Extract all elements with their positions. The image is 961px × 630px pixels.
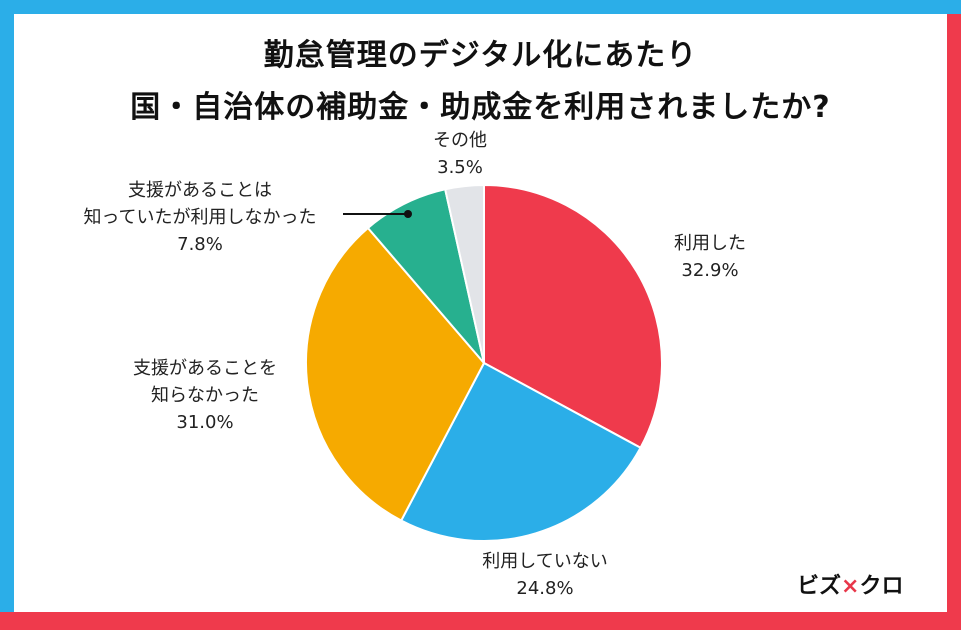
label-other-value: 3.5%	[437, 157, 483, 178]
pie-slice-2	[305, 226, 486, 522]
label-knew-not-used-line-2: 知っていたが利用しなかった	[83, 207, 317, 228]
brand-logo: ビズ×クロ	[797, 568, 903, 600]
label-used-name: 利用した	[674, 233, 746, 254]
label-other-name: その他	[433, 130, 487, 151]
label-not-used-name: 利用していない	[482, 551, 608, 572]
label-knew-not-used: 支援があることは 知っていたが利用しなかった 7.8%	[60, 177, 340, 258]
label-did-not-know-line-1: 支援があることを	[133, 358, 277, 379]
label-not-used: 利用していない 24.8%	[455, 548, 635, 602]
pie-slice-4	[443, 183, 485, 364]
pie-slice-0	[483, 183, 663, 450]
pie-chart	[305, 183, 663, 542]
label-knew-not-used-value: 7.8%	[177, 234, 223, 255]
label-did-not-know-line-2: 知らなかった	[151, 385, 259, 406]
chart-title-line-1: 勤怠管理のデジタル化にあたり	[263, 38, 698, 73]
label-used: 利用した 32.9%	[640, 230, 780, 284]
leader-dot	[404, 210, 412, 218]
brand-logo-suffix: クロ	[859, 574, 904, 599]
label-did-not-know: 支援があることを 知らなかった 31.0%	[110, 355, 300, 436]
brand-logo-prefix: ビズ	[797, 574, 842, 599]
label-used-value: 32.9%	[681, 260, 739, 281]
frame-corner-bottom-left	[0, 598, 14, 612]
chart-title-line-2: 国・自治体の補助金・助成金を利用されましたか?	[130, 90, 831, 125]
label-did-not-know-value: 31.0%	[176, 412, 234, 433]
label-not-used-value: 24.8%	[516, 578, 574, 599]
brand-logo-mark: ×	[841, 574, 860, 599]
label-knew-not-used-line-1: 支援があることは	[128, 180, 272, 201]
frame-border-blue-left	[0, 0, 14, 612]
label-other: その他 3.5%	[405, 127, 515, 181]
